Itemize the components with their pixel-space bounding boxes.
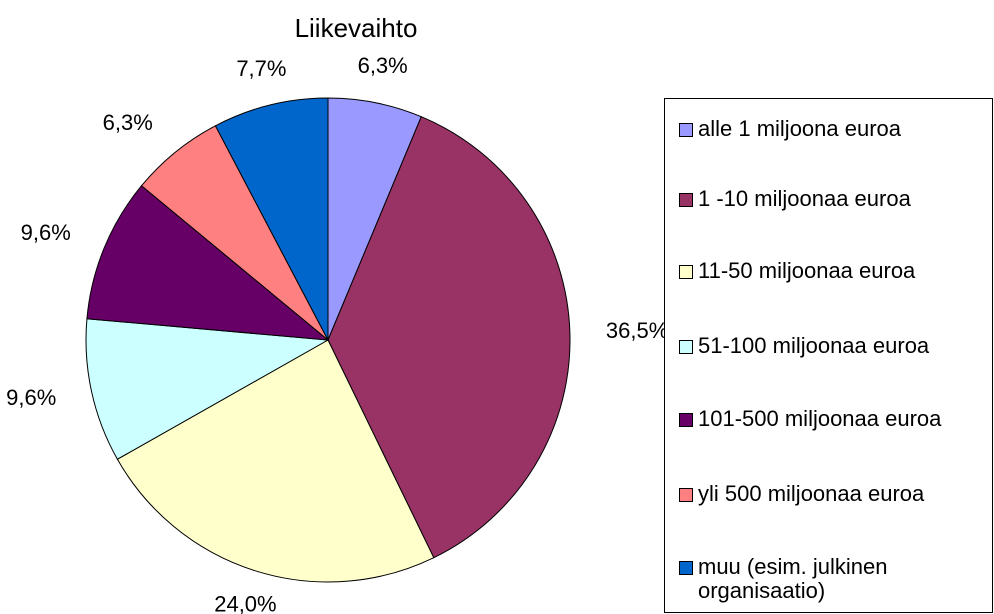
legend-label: 51-100 miljoonaa euroa: [698, 333, 930, 358]
pie-slice: [327, 116, 571, 559]
legend-label: 101-500 miljoonaa euroa: [698, 406, 942, 431]
data-label: 9,6%: [21, 220, 71, 245]
legend-label: yli 500 miljoonaa euroa: [698, 481, 925, 506]
pie-slice: [116, 339, 435, 583]
legend-swatch: [679, 413, 693, 427]
legend-label: alle 1 miljoona euroa: [698, 116, 902, 141]
pie-slice: [214, 97, 329, 341]
pie-slice: [85, 318, 330, 460]
pie-slice: [86, 185, 330, 341]
legend-label: muu (esim. julkinen organisaatio): [698, 554, 888, 603]
chart-title: Liikevaihto: [295, 13, 418, 43]
legend-item: muu (esim. julkinen organisaatio): [679, 555, 979, 603]
legend-label: 11-50 miljoonaa euroa: [698, 258, 916, 283]
legend-item: 101-500 miljoonaa euroa: [679, 407, 979, 431]
legend-item: yli 500 miljoonaa euroa: [679, 482, 979, 506]
legend-item: 11-50 miljoonaa euroa: [679, 259, 979, 283]
data-label: 7,7%: [236, 56, 286, 81]
legend-label: 1 -10 miljoonaa euroa: [698, 186, 911, 211]
legend-item: 51-100 miljoonaa euroa: [679, 334, 979, 358]
data-label: 36,5%: [606, 318, 668, 343]
legend-swatch: [679, 193, 693, 207]
legend-swatch: [679, 265, 693, 279]
data-label: 9,6%: [6, 385, 56, 410]
legend-item: alle 1 miljoona euroa: [679, 117, 979, 141]
legend-swatch: [679, 561, 693, 575]
legend-item: 1 -10 miljoonaa euroa: [679, 187, 979, 211]
data-label: 6,3%: [358, 53, 408, 78]
data-label: 24,0%: [214, 591, 276, 614]
data-label: 6,3%: [103, 110, 153, 135]
legend: alle 1 miljoona euroa 1 -10 miljoonaa eur…: [664, 98, 993, 613]
legend-swatch: [679, 340, 693, 354]
legend-swatch: [679, 488, 693, 502]
legend-swatch: [679, 123, 693, 137]
